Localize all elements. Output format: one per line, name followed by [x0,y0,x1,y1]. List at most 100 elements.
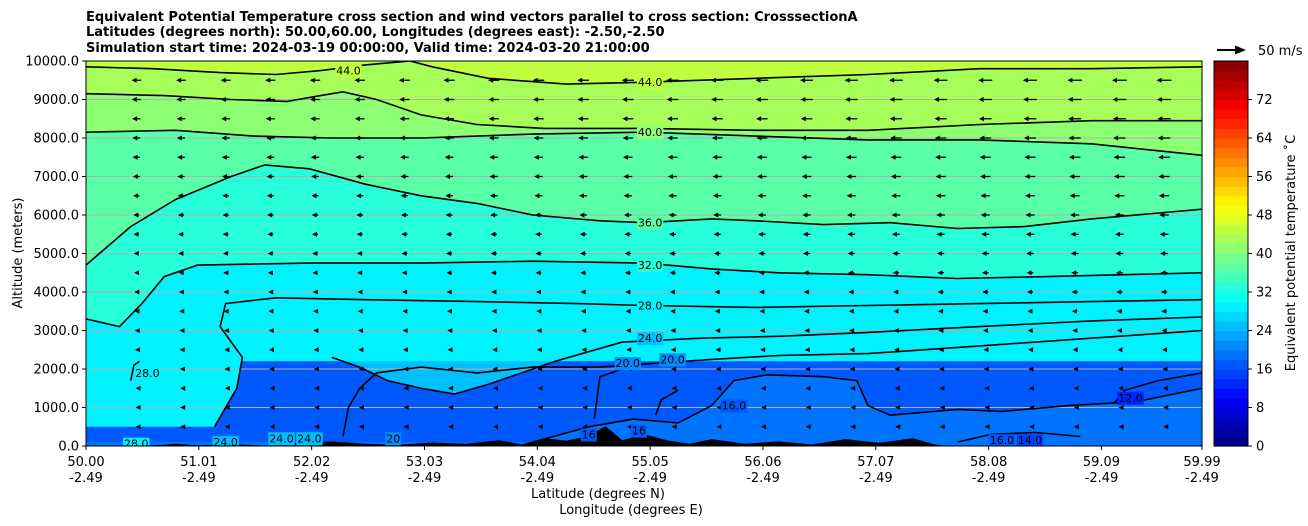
wind-arrow-head [491,270,497,276]
wind-arrow-head [268,347,274,353]
wind-arrow [224,366,230,372]
wind-arrow [266,193,274,199]
wind-arrow-head [1027,308,1033,314]
wind-arrow-head [622,135,628,141]
wind-arrow [849,366,855,372]
wind-arrow [894,385,900,391]
wind-arrow-head [939,405,945,410]
colorbar-band [1214,320,1248,332]
wind-arrow-head [355,174,361,179]
wind-arrow-head [133,251,139,256]
wind-arrow [845,116,858,122]
wind-arrow-head [403,366,409,372]
wind-arrow-head [667,174,673,179]
wind-arrow-head [1069,174,1075,179]
wind-arrow-head [623,174,629,179]
wind-arrow [1028,347,1034,353]
wind-arrow-head [1158,193,1164,199]
wind-arrow [800,97,813,102]
wind-arrow [537,366,543,372]
wind-arrow [760,347,766,353]
wind-arrow-head [1111,77,1117,83]
wind-arrow [1029,405,1035,410]
colorbar-band [1214,80,1248,91]
contour-label: 28.0 [638,299,663,312]
wind-arrow-head [221,174,227,179]
wind-arrow [622,97,634,102]
wind-arrow-head [889,116,895,122]
wind-arrow [448,385,454,391]
wind-arrow [623,154,633,160]
wind-arrow-head [891,212,897,218]
wind-arrow [358,385,364,391]
wind-arrow-head [133,212,139,218]
wind-arrow [1158,154,1170,160]
x-tick-label-lat: 59.09 [1083,455,1120,470]
wind-arrow-head [1025,193,1031,199]
wind-arrow-head [403,385,409,391]
wind-arrow-head [443,97,449,102]
wind-arrow-head [850,385,856,391]
wind-arrow-head [358,347,364,353]
wind-arrow [627,405,633,410]
wind-arrow [402,328,408,333]
colorbar-band [1214,407,1248,418]
wind-arrow-head [1022,77,1028,83]
wind-arrow-head [400,212,406,218]
wind-arrow [179,347,185,353]
wind-arrow-head [846,174,852,179]
wind-arrow [803,270,810,276]
colorbar-band [1214,109,1248,120]
wind-arrow-head [1067,97,1073,102]
wind-arrow [177,174,185,179]
colorbar-band [1214,186,1248,197]
wind-arrow-head [580,251,586,256]
wind-arrow [981,231,990,237]
wind-arrow [176,97,186,102]
wind-arrow-head [444,116,450,122]
wind-arrow-head [178,270,184,276]
wind-arrow-head [844,97,850,102]
wind-arrow-head [577,77,583,83]
wind-arrow [758,231,766,237]
wind-arrow-head [224,347,230,353]
wind-arrow [714,270,721,276]
wind-arrow [938,347,944,353]
wind-arrow [132,135,141,141]
wind-arrow [711,135,723,141]
wind-arrow [533,154,544,160]
wind-arrow [1026,289,1033,295]
contour-label-bg [212,436,239,446]
wind-arrow-head [803,251,809,256]
wind-arrow [757,212,766,218]
wind-arrow-head [758,270,764,276]
wind-arrow [579,212,587,218]
wind-arrow-head [1027,328,1033,333]
wind-arrow-head [622,97,628,102]
wind-arrow-head [1117,366,1123,372]
wind-arrow [265,97,276,102]
wind-arrow-head [444,174,450,179]
wind-arrow [444,135,454,141]
contour-label: 24.0 [269,432,294,445]
wind-arrow [582,405,588,410]
wind-arrow-head [269,405,275,410]
wind-arrow-head [224,424,230,430]
wind-arrow [403,405,409,410]
wind-arrow [488,77,500,83]
wind-arrow [579,193,588,199]
wind-arrow [132,174,140,179]
colorbar-tick-label: 64 [1256,132,1273,147]
wind-arrow [1025,231,1035,237]
wind-arrow-head [1029,424,1035,430]
wind-arrow-head [537,385,543,391]
wind-arrow-head [890,154,896,160]
wind-arrow [625,308,631,314]
wind-arrow-head [354,116,360,122]
wind-arrow-head [358,424,364,430]
wind-arrow-head [535,270,541,276]
wind-arrow-head [446,251,452,256]
wind-arrow-head [582,405,588,410]
wind-arrow-head [1026,270,1032,276]
wind-arrow [939,366,945,372]
